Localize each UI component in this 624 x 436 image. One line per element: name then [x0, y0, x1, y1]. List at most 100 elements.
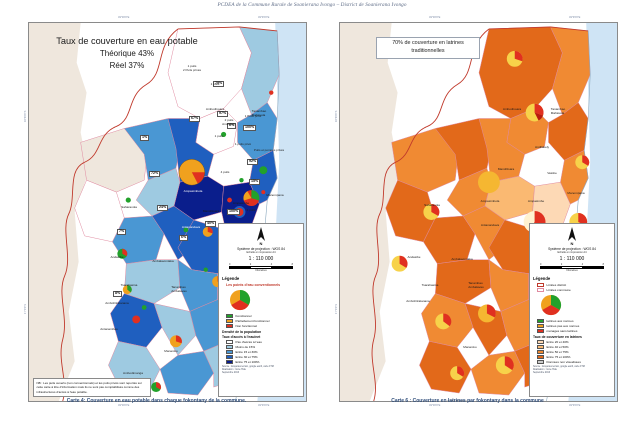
headline-line-3: Réel 37% — [109, 60, 145, 70]
map-note: 1 puits 2 Puits privés — [182, 64, 202, 72]
place-label: Tanambao Ambalavao — [468, 281, 484, 289]
percent-chip: 100% — [243, 125, 257, 132]
legend-label: latrines pas aux normes — [546, 323, 580, 328]
pie-legend-symbol — [540, 294, 611, 317]
scale-block — [541, 266, 562, 268]
right-map-legend: N Système de projection : WGS 84 Echelle… — [529, 223, 615, 397]
scale-ticks: 0 2 4 8 — [229, 263, 293, 266]
map-note: 1 Puits privé — [244, 114, 262, 118]
realisation-text: Réalisation : Irène Hide — [222, 369, 246, 372]
scale-block — [230, 266, 251, 268]
legend-label: Pas d'accès à l'eau — [235, 340, 262, 345]
map-note: 1 puits — [210, 82, 220, 86]
percent-chip: 8% — [113, 291, 123, 298]
legend-item: Entre 15 et 30% — [226, 350, 300, 355]
north-arrow-icon — [568, 227, 576, 241]
legend-item: Moins de 15% — [226, 345, 300, 350]
scale-unit: Kilomètres — [566, 268, 578, 272]
legend-swatch — [226, 355, 233, 360]
scale-tick: 4 — [581, 262, 584, 266]
legend-item: Partiellement fonctionnel — [226, 318, 300, 323]
legend-item: Limites commune — [537, 287, 611, 292]
place-label: Ampasimbola — [183, 189, 203, 193]
legend-label: latrines aux normes — [546, 318, 574, 323]
percent-chip: 6% — [179, 235, 189, 242]
place-label: Tanambao Mahavola — [251, 109, 267, 117]
pie-legend-symbol — [229, 289, 300, 312]
right-map-headline: 70% de couverture en latrines traditionn… — [376, 37, 480, 59]
percent-chip: 97% — [217, 111, 229, 118]
legend-item: Entre 75 et 100% — [537, 355, 611, 360]
place-label: Tanambao Ambalavao — [171, 285, 187, 293]
legend-item: Non fonctionnel — [226, 323, 300, 328]
percent-chip: 72% — [149, 171, 161, 178]
legend-swatch — [537, 360, 544, 365]
percent-chip: 7% — [117, 229, 127, 236]
legend-swatch — [226, 345, 233, 350]
legend-swatch — [226, 323, 233, 328]
north-arrow-icon — [257, 227, 265, 241]
headline-line-1: Taux de couverture en eau potable — [56, 36, 198, 46]
scale-tick: 4 — [270, 262, 273, 266]
scale-block — [561, 266, 583, 268]
right-map-frame[interactable]: 70% de couverture en latrines traditionn… — [339, 22, 618, 402]
legend-item: Entre 30 et 75% — [226, 355, 300, 360]
percent-chip: 67% — [189, 116, 201, 123]
place-label: Mananivo — [463, 345, 477, 349]
right-map-panel: 49°30'0"E 49°45'0"E 49°30'0"E 49°45'0"E … — [313, 14, 622, 408]
map-note: Puits et pompes privés — [253, 148, 285, 152]
legend-label: Entre 20 et 40% — [546, 340, 569, 345]
place-label: Andasibe — [407, 255, 421, 259]
print-scale-text: Echelle en impression A4 — [557, 251, 587, 255]
left-map-legend: N Système de projection : WGS 84 Echelle… — [218, 223, 304, 397]
scale-value: 1 : 110 000 — [248, 256, 274, 263]
legend-swatch — [537, 323, 544, 328]
place-label: Ambalavontaka — [152, 259, 174, 263]
graticule-side-label-1: 16°45'0"S — [24, 110, 27, 122]
place-label: Ambohitralanana — [406, 299, 430, 303]
realisation-text: Réalisation : Irène Hide — [533, 369, 557, 372]
graticule-top-label-2: 49°45'0"E — [569, 16, 581, 19]
percent-chip: 92% — [247, 159, 259, 166]
place-label: Saharavola — [424, 203, 440, 207]
legend-item: Limites district — [537, 282, 611, 287]
print-scale-text: Echelle en impression A4 — [246, 251, 276, 255]
map-note: 2 puits Andilakely — [222, 118, 236, 126]
scale-bar: 0 2 4 8 Kilomètres — [229, 263, 293, 272]
scale-tick: 0 — [229, 262, 231, 266]
legend-swatch — [537, 340, 544, 345]
date-text: Septembre 2016 — [222, 372, 239, 375]
place-label: Mandritsara — [497, 167, 515, 171]
place-label: Ambodivoara — [502, 107, 522, 111]
place-label: Antanandava — [181, 225, 201, 229]
legend-swatch — [226, 360, 233, 365]
choropleth-title: Densité de la population — [222, 330, 262, 335]
place-label: Ampasimbe — [527, 199, 545, 203]
place-label: Antanambao — [100, 327, 118, 331]
place-label: Tsarahasina — [120, 283, 138, 287]
place-label: Tsarahasina — [421, 283, 439, 287]
legend-swatch — [537, 318, 544, 323]
legend-label: Partiellement fonctionnel — [235, 318, 270, 323]
left-map-graphic — [29, 23, 306, 401]
place-label: Manompana — [567, 191, 585, 195]
projection-block: Système de projection : WGS 84 Echelle e… — [533, 247, 611, 255]
headline-line-2: Théorique 43% — [99, 49, 155, 59]
north-letter: N — [259, 241, 263, 246]
legend-item: Entre 50 et 75% — [537, 350, 611, 355]
place-label: Ampasimbe — [232, 201, 250, 205]
legend-item: Entre 20 et 40% — [537, 340, 611, 345]
right-map-caption: Carte 6 : Couverture en latrines par fok… — [391, 398, 544, 404]
legend-label: Données non visualisées — [546, 360, 581, 365]
left-map-frame[interactable]: Taux de couverture en eau potable Théori… — [28, 22, 307, 402]
graticule-bottom-label-2: 49°45'0"E — [569, 404, 581, 407]
scale-block — [582, 266, 604, 268]
legend-label: Non fonctionnel — [235, 323, 258, 328]
legend-label: Entre 50 et 75% — [546, 350, 569, 355]
place-label: Ambodivoara — [205, 107, 225, 111]
place-label: Andilakely — [534, 145, 550, 149]
pie-chart-icon — [541, 294, 562, 315]
legend-swatch — [537, 355, 544, 360]
legend-label: Limites district — [546, 282, 567, 287]
